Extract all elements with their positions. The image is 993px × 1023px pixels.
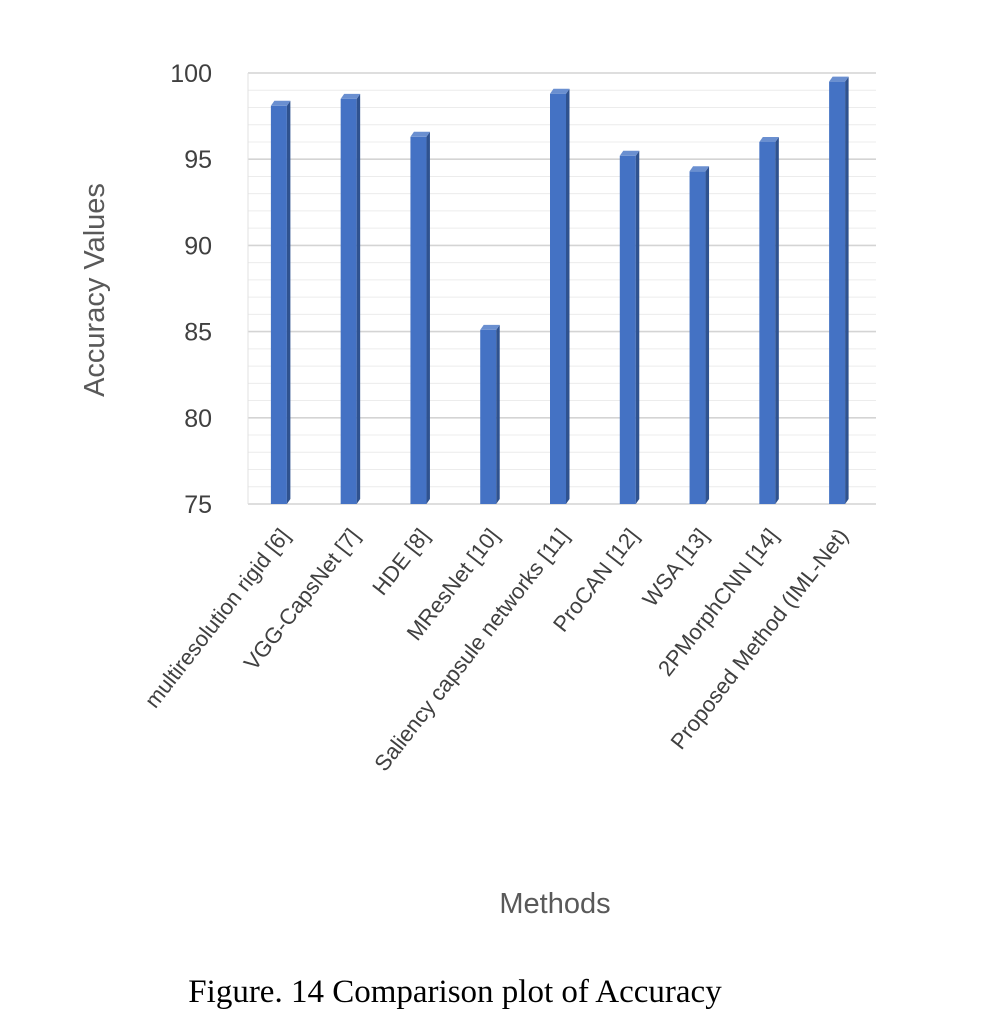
y-tick-label: 80 bbox=[184, 405, 212, 433]
bar-top bbox=[759, 136, 779, 142]
bar-top bbox=[619, 150, 640, 156]
bar bbox=[340, 93, 361, 505]
y-tick-label: 90 bbox=[184, 232, 212, 260]
y-tick-label: 75 bbox=[184, 491, 212, 519]
bar-side bbox=[705, 166, 710, 504]
y-tick-label: 85 bbox=[184, 319, 212, 347]
bar-side bbox=[286, 100, 291, 505]
x-category-label: 2PMorphCNN [14] bbox=[653, 524, 783, 681]
bar bbox=[550, 88, 570, 505]
bar-side bbox=[775, 136, 779, 504]
bar-side bbox=[635, 150, 640, 504]
bar-front bbox=[480, 329, 497, 504]
bar-front bbox=[550, 93, 566, 505]
y-tick-label: 95 bbox=[184, 146, 212, 174]
bar bbox=[759, 136, 779, 504]
bars bbox=[270, 76, 849, 505]
bar-top bbox=[340, 93, 361, 99]
bar-side bbox=[426, 131, 430, 504]
y-axis-tick-labels: 75 80 85 90 95 100 bbox=[170, 60, 212, 519]
bar-top bbox=[550, 88, 570, 94]
x-axis-category-labels: multiresolution rigid [6]VGG-CapsNet [7]… bbox=[140, 524, 853, 776]
bar-side bbox=[845, 76, 849, 505]
bar-top bbox=[829, 76, 849, 82]
bar-top bbox=[480, 324, 500, 330]
bar bbox=[480, 324, 500, 504]
bar-front bbox=[689, 171, 706, 504]
x-category-label: WSA [13] bbox=[637, 524, 713, 612]
bar-front bbox=[340, 98, 357, 505]
bar bbox=[410, 131, 430, 504]
bar-front bbox=[270, 105, 287, 505]
bar-front bbox=[759, 141, 776, 504]
bar-top bbox=[410, 131, 430, 137]
bar bbox=[619, 150, 640, 504]
bar-side bbox=[356, 93, 361, 505]
bar-front bbox=[619, 155, 636, 504]
bar-top bbox=[689, 166, 710, 172]
bar bbox=[270, 100, 291, 505]
y-tick-label: 100 bbox=[170, 60, 212, 88]
bar-front bbox=[410, 136, 427, 504]
y-axis-title: Accuracy Values bbox=[79, 183, 111, 397]
bar-side bbox=[566, 88, 570, 505]
figure-caption: Figure. 14 Comparison plot of Accuracy bbox=[188, 974, 722, 1010]
x-category-label: HDE [8] bbox=[367, 524, 434, 600]
bar-front bbox=[829, 81, 846, 505]
bar bbox=[829, 76, 849, 505]
bar bbox=[689, 166, 710, 504]
bar-top bbox=[270, 100, 291, 106]
x-axis-title: Methods bbox=[499, 888, 610, 920]
bar-side bbox=[496, 324, 500, 504]
